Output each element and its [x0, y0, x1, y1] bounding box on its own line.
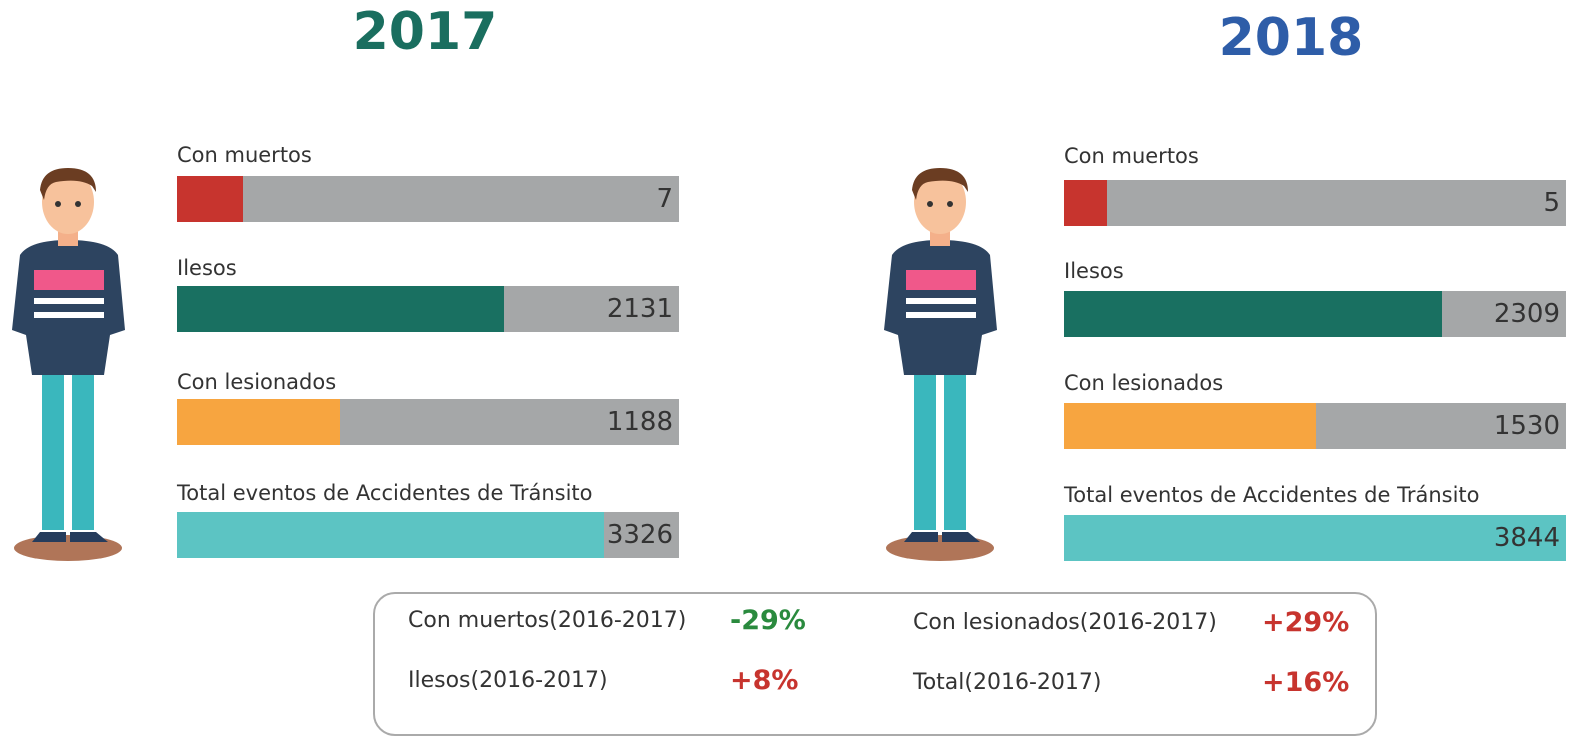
bar-track: 3326	[177, 512, 679, 558]
row-label: Ilesos	[1064, 259, 1124, 283]
row-label: Ilesos	[177, 256, 237, 280]
row-value: 2309	[1493, 299, 1560, 329]
summary-change: +8%	[730, 665, 799, 696]
row-value: 7	[656, 184, 673, 214]
row-label: Total eventos de Accidentes de Tránsito	[1064, 483, 1480, 507]
year-title: 2017	[352, 2, 498, 62]
row-value: 1188	[606, 407, 673, 437]
bar-fill	[1064, 291, 1442, 337]
bar-fill	[1064, 403, 1316, 449]
row-label: Con lesionados	[1064, 371, 1224, 395]
summary-label: Con lesionados(2016-2017)	[913, 610, 1217, 635]
row-value: 5	[1543, 188, 1560, 218]
bar-track: 1188	[177, 399, 679, 445]
summary-label: Total(2016-2017)	[913, 670, 1102, 695]
row-label: Con muertos	[177, 143, 312, 167]
bar-fill	[177, 176, 243, 222]
person-illustration	[12, 168, 125, 561]
bar-track: 2309	[1064, 291, 1566, 337]
summary-change: +29%	[1262, 607, 1350, 638]
row-label: Con lesionados	[177, 370, 337, 394]
summary-change: -29%	[730, 605, 806, 636]
bar-fill	[177, 286, 504, 332]
row-value: 3326	[606, 520, 673, 550]
row-value: 1530	[1493, 411, 1560, 441]
row-label: Con muertos	[1064, 144, 1199, 168]
page: (() => { const data = JSON.parse(documen…	[12, 2, 1566, 736]
bar-fill	[1064, 180, 1107, 226]
bar-track: 5	[1064, 180, 1566, 226]
bar-fill	[1064, 515, 1566, 561]
bar-track: 7	[177, 176, 679, 222]
bar-track: 2131	[177, 286, 679, 332]
row-label: Total eventos de Accidentes de Tránsito	[177, 481, 593, 505]
summary-label: Con muertos(2016-2017)	[408, 608, 687, 633]
year-title: 2018	[1218, 8, 1364, 68]
row-value: 3844	[1493, 523, 1560, 553]
summary-label: Ilesos(2016-2017)	[408, 668, 608, 693]
summary-change: +16%	[1262, 667, 1350, 698]
bar-track: 1530	[1064, 403, 1566, 449]
person-illustration	[884, 168, 997, 561]
bar-track: 3844	[1064, 515, 1566, 561]
row-value: 2131	[606, 294, 673, 324]
bar-fill	[177, 512, 604, 558]
bar-fill	[177, 399, 340, 445]
